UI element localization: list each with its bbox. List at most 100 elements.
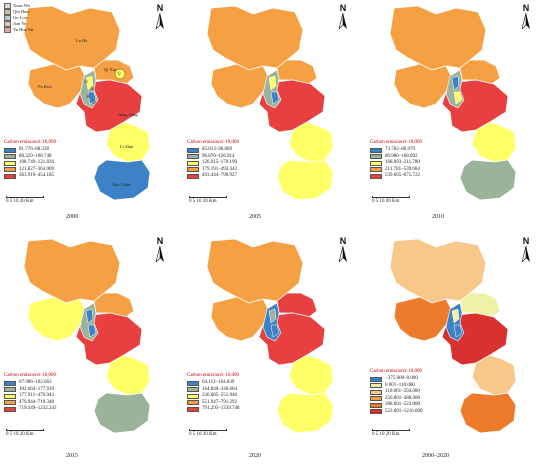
legend-swatch <box>4 21 11 27</box>
legend-item: 96.870–126.914 <box>187 154 239 161</box>
legend-label: 336.665–551.946 <box>202 393 237 399</box>
legend-swatch <box>4 393 16 399</box>
legend-label: 493.444–796.927 <box>202 173 237 179</box>
legend-label: 108.749–121.826 <box>19 160 54 166</box>
legend-label: 85.013–96.869 <box>202 147 232 153</box>
legend-item: 211.781–539.664 <box>370 167 422 174</box>
legend-swatch <box>370 160 382 166</box>
legend-item: 363.910–454.185 <box>4 173 56 180</box>
legend-label: 791.293–1339.748 <box>202 406 240 412</box>
label-circle-1: ① <box>117 71 122 76</box>
legend: Carbon emission/t·10,000 73.782–80.979 8… <box>370 140 422 180</box>
legend-swatch <box>370 396 382 402</box>
north-label: N <box>156 236 164 246</box>
north-arrow-icon <box>338 13 347 29</box>
legend-swatch <box>4 15 11 21</box>
legend-swatch <box>4 380 16 386</box>
legend-swatch <box>187 160 199 166</box>
legend-item: 479.944–719.348 <box>4 400 57 407</box>
scale-label: 0 5 10 20 Km <box>6 432 34 437</box>
scale-bar-graphic <box>6 196 44 198</box>
label-pu-kou: Pu Kou <box>38 84 52 89</box>
legend-swatch <box>4 154 16 160</box>
district-legend-label: Jian Ye <box>13 21 27 27</box>
legend-item: 110.001–250.000 <box>370 389 423 396</box>
legend-label: 168.093–211.780 <box>385 160 420 166</box>
legend-item: 67.986–102.663 <box>4 380 57 387</box>
legend-swatch <box>4 160 16 166</box>
legend-item: 121.827–363.909 <box>4 167 56 174</box>
panel-year: 2005 <box>249 214 261 220</box>
map-panel-2010: N Carbon emission/t·10,000 73.782–80.979… <box>366 0 549 233</box>
legend-label: 121.827–363.909 <box>19 166 54 172</box>
legend-label: 363.910–454.185 <box>19 173 54 179</box>
legend-item: 791.293–1339.748 <box>187 406 240 413</box>
district-legend-item: Yu Hua Tai <box>4 27 33 33</box>
legend-swatch <box>187 400 199 406</box>
legend-title: Carbon emission/t·10,000 <box>4 373 56 378</box>
scale-bar: 0 5 10 20 Km <box>372 429 410 437</box>
legend-item: 64.112–164.839 <box>187 380 240 387</box>
legend-label: 64.112–164.839 <box>202 380 235 386</box>
legend-title: Carbon emission/t·10,000 <box>187 373 239 378</box>
scale-label: 0 5 10 20 Km <box>189 432 217 437</box>
legend-label: 211.781–539.664 <box>385 166 420 172</box>
legend-label: 719.349–1232.243 <box>19 406 57 412</box>
legend-swatch <box>4 9 11 15</box>
legend-swatch <box>187 380 199 386</box>
legend-label: 177.911–479.943 <box>19 393 54 399</box>
map-panel-2020: N Carbon emission/t·10,000 64.112–164.83… <box>183 233 366 466</box>
legend-label: 479.944–719.348 <box>19 399 54 405</box>
scale-bar-graphic <box>189 196 227 198</box>
north-arrow: N <box>516 237 536 263</box>
legend-item: 551.947–791.292 <box>187 400 240 407</box>
legend-swatch <box>370 147 382 153</box>
label-lu-he: Lu He <box>76 38 88 43</box>
scale-bar: 0 5 10 20 Km <box>189 429 227 437</box>
legend: Carbon emission/t·10,000 85.013–96.869 9… <box>187 140 239 180</box>
north-arrow-icon <box>521 246 530 262</box>
north-arrow: N <box>150 237 170 263</box>
label-circle-2: ② <box>84 79 89 84</box>
north-arrow: N <box>150 4 170 30</box>
scale-bar: 0 5 10 20 Km <box>6 429 44 437</box>
north-arrow: N <box>333 237 353 263</box>
scale-bar-graphic <box>372 429 410 431</box>
district-legend-item: Gu Lou <box>4 15 33 21</box>
legend-item: 493.444–796.927 <box>187 173 239 180</box>
legend-label: 539.665–875.722 <box>385 173 420 179</box>
district-legend-label: Qin Huai <box>13 9 30 15</box>
district-legend-item: Xuan Wu <box>4 3 33 9</box>
legend-item: 73.782–80.979 <box>370 147 422 154</box>
legend-title: Carbon emission/t·10,000 <box>370 369 422 374</box>
legend-item: 388.001–523.000 <box>370 402 423 409</box>
legend-item: 719.349–1232.243 <box>4 406 57 413</box>
legend-swatch <box>187 406 199 412</box>
legend-label: 80.980–168.092 <box>385 153 418 159</box>
scale-bar-graphic <box>372 196 410 198</box>
legend: Carbon emission/t·10,000 67.986–102.663 … <box>4 373 57 413</box>
legend-item: 126.915–179.190 <box>187 160 239 167</box>
legend-item: −375.000–0.000 <box>370 376 423 383</box>
legend-label: 81.776–88.328 <box>19 147 49 153</box>
legend-swatch <box>187 387 199 393</box>
legend-label: 96.870–126.914 <box>202 153 235 159</box>
legend-item: 0.001–110.000 <box>370 383 423 390</box>
north-arrow-icon <box>521 13 530 29</box>
panel-year: 2020 <box>249 453 261 459</box>
legend-label: 110.001–250.000 <box>385 389 420 395</box>
scale-label: 0 5 10 20 Km <box>372 432 400 437</box>
legend-label: 126.915–179.190 <box>202 160 237 166</box>
legend-swatch <box>187 167 199 173</box>
legend-item: 168.093–211.780 <box>370 160 422 167</box>
district-legend-item: Jian Ye <box>4 21 33 27</box>
district-legend-label: Gu Lou <box>13 15 27 21</box>
legend-label: −375.000–0.000 <box>385 376 418 382</box>
legend-item: 81.776–88.328 <box>4 147 56 154</box>
legend-item: 336.665–551.946 <box>187 393 240 400</box>
north-arrow-icon <box>155 13 164 29</box>
legend-swatch <box>187 173 199 179</box>
label-jiang-ning: Jiang Ning <box>118 112 138 117</box>
legend-swatch <box>4 406 16 412</box>
map-panel-2005: N Carbon emission/t·10,000 85.013–96.869… <box>183 0 366 233</box>
